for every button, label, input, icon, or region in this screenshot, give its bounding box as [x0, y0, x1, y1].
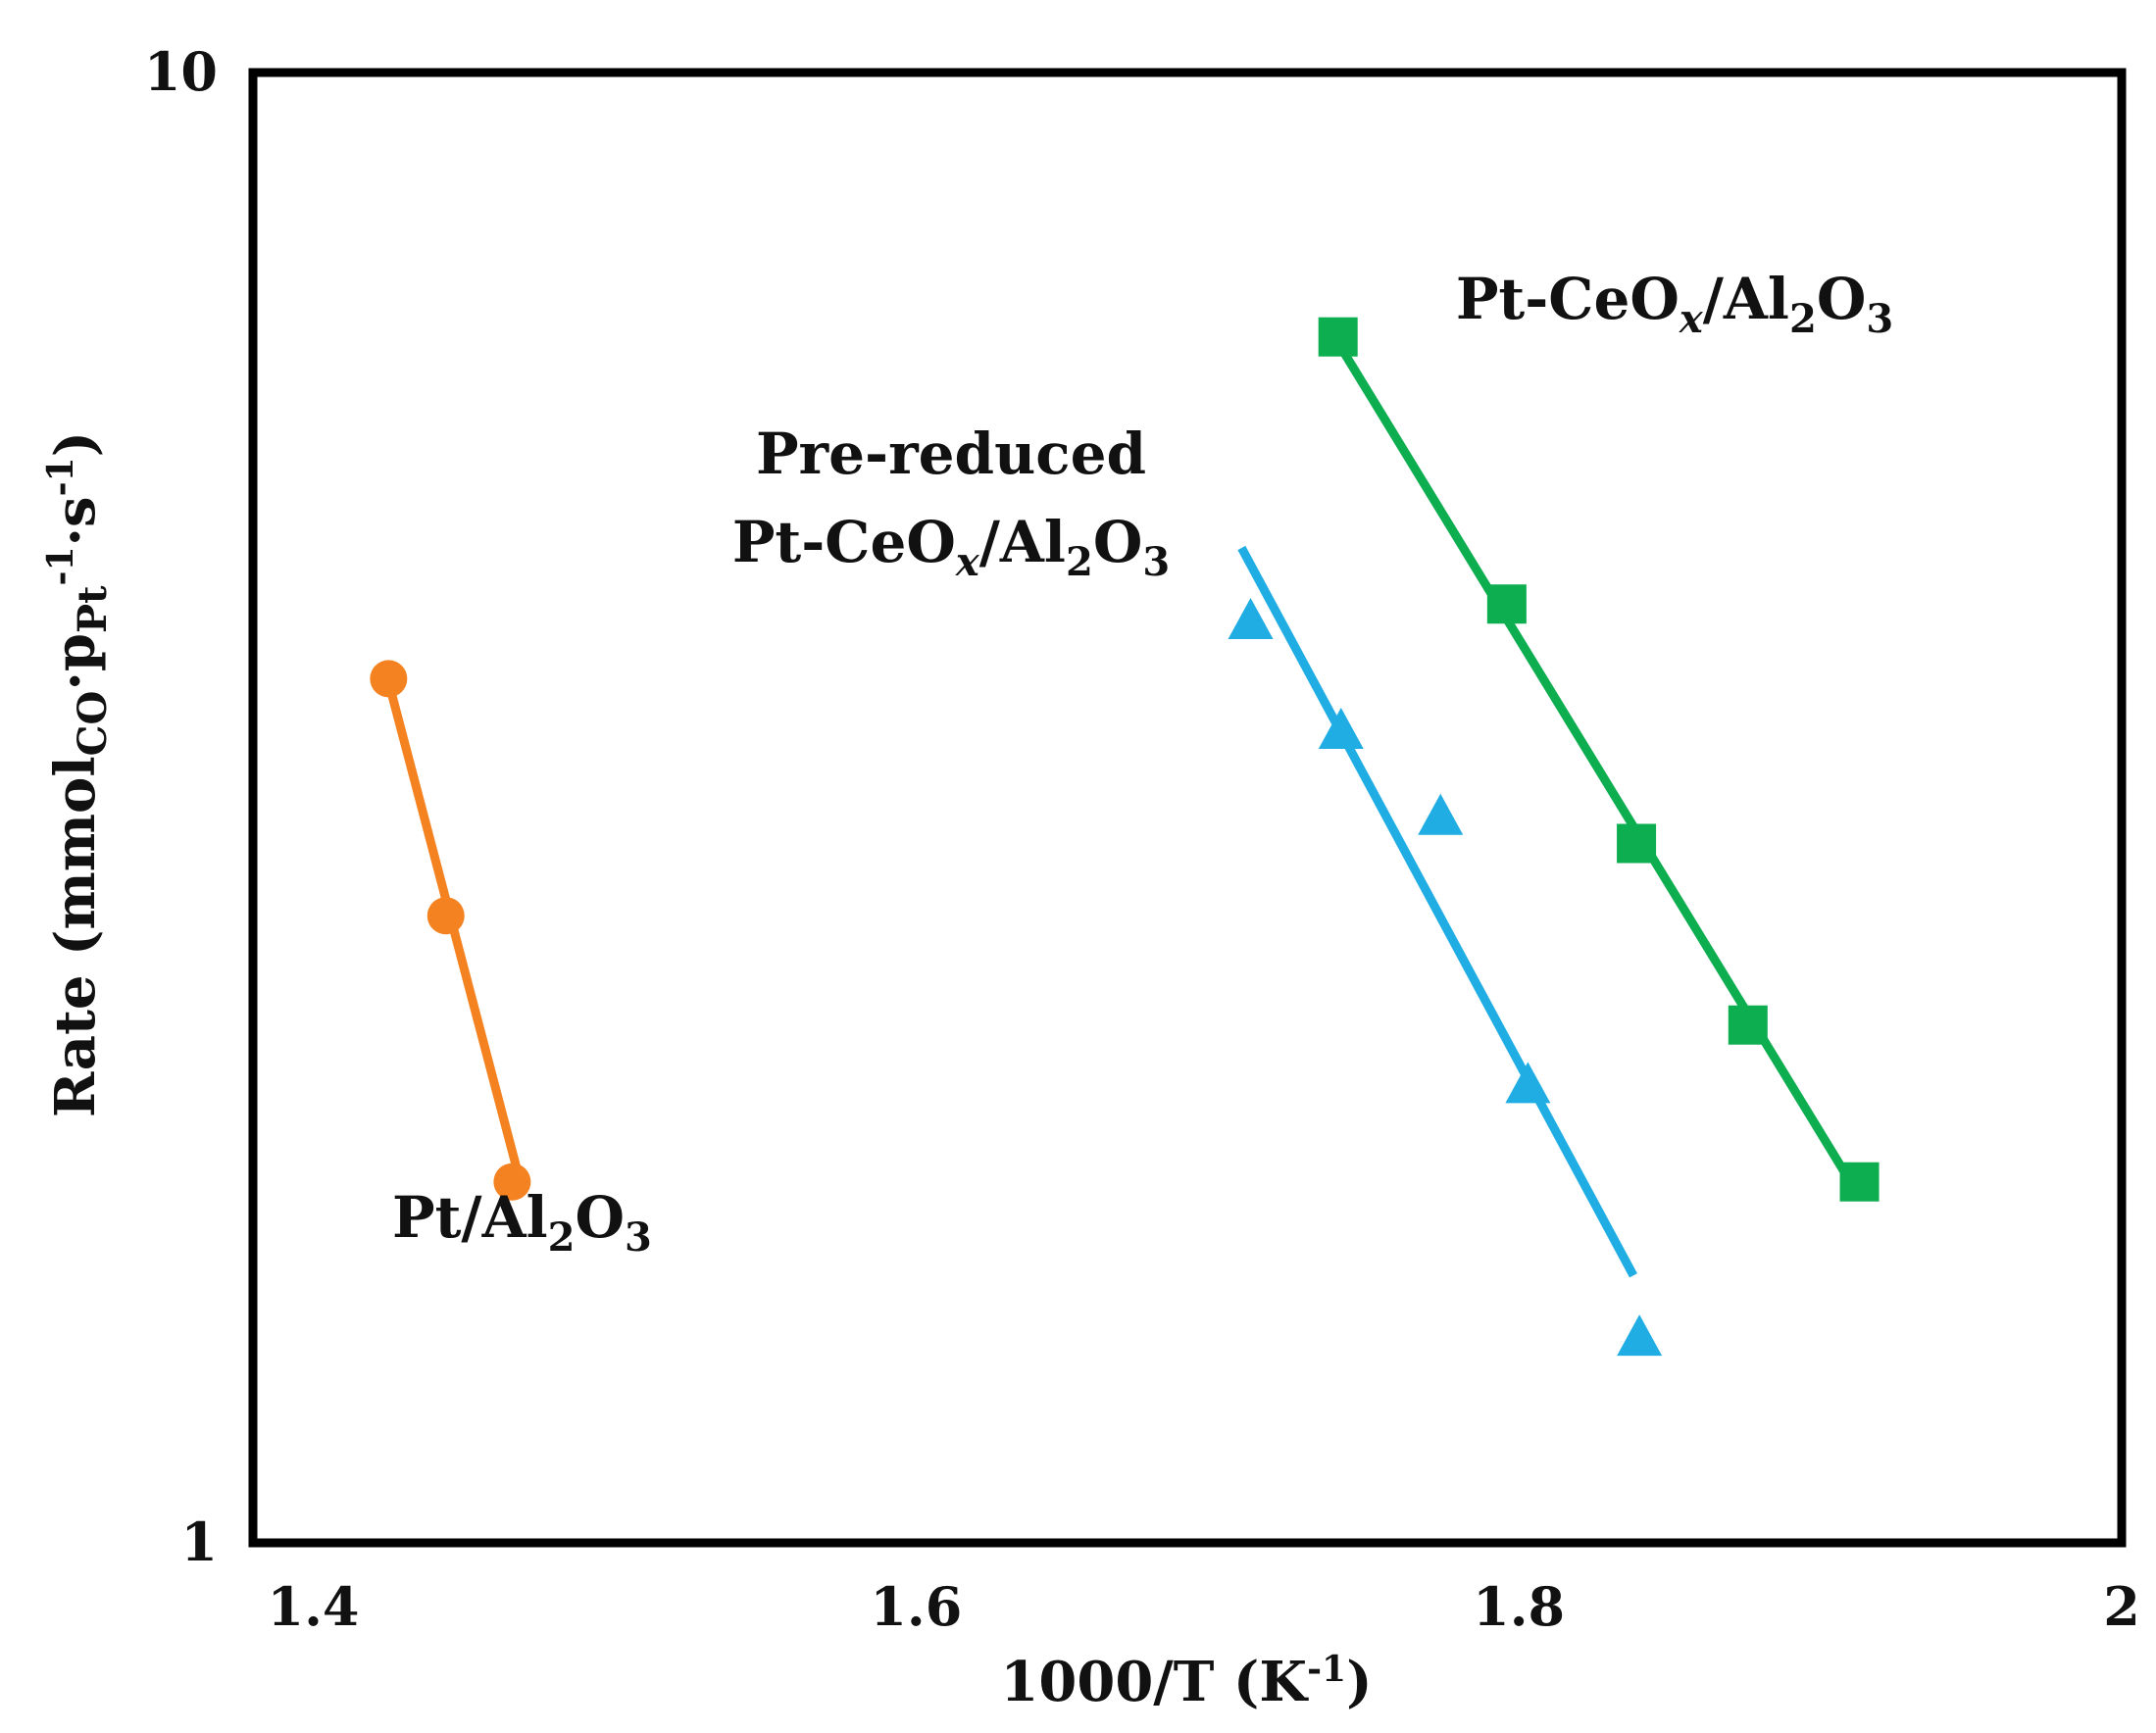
y-axis-title-mid2: ·s: [43, 496, 108, 546]
x-tick-label: 1.4: [268, 1575, 360, 1638]
y-axis-title-pre: Rate (mmol: [43, 756, 108, 1117]
y-axis-title-sup2: -1: [40, 457, 81, 496]
fit-line-series-1: [1237, 545, 1637, 1278]
data-point-circle: [426, 897, 465, 935]
data-point-square: [1486, 584, 1527, 624]
label-part: /Al: [1703, 266, 1789, 332]
plot-area: [370, 317, 1880, 1357]
label-part: O: [1093, 509, 1143, 575]
data-point-triangle: [1318, 707, 1364, 749]
y-axis-title-sup1: -1: [40, 546, 81, 585]
y-axis-title-sub-pt: Pt: [70, 585, 116, 633]
y-axis-title: Rate (mmolCO·pPt-1·s-1): [40, 431, 116, 1117]
label-part: O: [1817, 266, 1867, 332]
data-point-square: [1839, 1162, 1880, 1202]
x-axis-title-main: 1000/T (K: [1000, 1650, 1309, 1714]
x-axis-title: 1000/T (K-1): [1000, 1649, 1372, 1714]
label-sub: 3: [625, 1214, 652, 1261]
y-tick-label: 10: [144, 40, 218, 103]
data-point-triangle: [1228, 597, 1274, 639]
data-point-circle: [493, 1163, 531, 1201]
label-sub: 3: [1866, 296, 1893, 342]
series-label-pt-ceox-al2o3: Pt-CeOx/Al2O3: [1456, 266, 1893, 342]
label-sub: x: [1679, 296, 1704, 342]
data-point-triangle: [1617, 1314, 1663, 1357]
data-point-square: [1728, 1005, 1768, 1045]
data-point-square: [1318, 317, 1358, 357]
y-axis-title-close: ): [43, 431, 108, 458]
label-sub: x: [955, 539, 980, 585]
label-part: /Al: [979, 509, 1066, 575]
label-part: Pt/Al: [392, 1184, 548, 1251]
fit-line-series-0: [383, 680, 526, 1187]
label-sub: 2: [1789, 296, 1817, 342]
data-point-triangle: [1505, 1062, 1551, 1104]
label-sub: 3: [1142, 539, 1170, 585]
x-axis-title-close: ): [1346, 1650, 1373, 1714]
series-label-prereduced-line1: Pre-reduced: [756, 421, 1146, 487]
series-label-prereduced-line2: Pt-CeOx/Al2O3: [732, 509, 1170, 585]
x-tick-label: 1.8: [1473, 1575, 1565, 1638]
x-axis-title-sup: -1: [1307, 1649, 1346, 1690]
label-sub: 2: [1066, 539, 1093, 585]
y-tick-label: 1: [180, 1510, 218, 1573]
y-axis-title-mid1: ·p: [43, 633, 108, 691]
data-point-triangle: [1418, 793, 1464, 835]
label-part: O: [575, 1184, 625, 1251]
x-tick-label: 2: [2103, 1575, 2140, 1638]
data-point-circle: [370, 660, 408, 698]
label-part: Pt-CeO: [732, 509, 956, 575]
y-axis-title-sub-co: CO: [70, 691, 116, 757]
label-part: Pt-CeO: [1456, 266, 1680, 332]
plot-frame: [248, 68, 2127, 1548]
series-label-pt-al2o3: Pt/Al2O3: [392, 1184, 652, 1261]
data-point-square: [1617, 823, 1657, 864]
label-sub: 2: [548, 1214, 576, 1261]
x-tick-label: 1.6: [870, 1575, 962, 1638]
